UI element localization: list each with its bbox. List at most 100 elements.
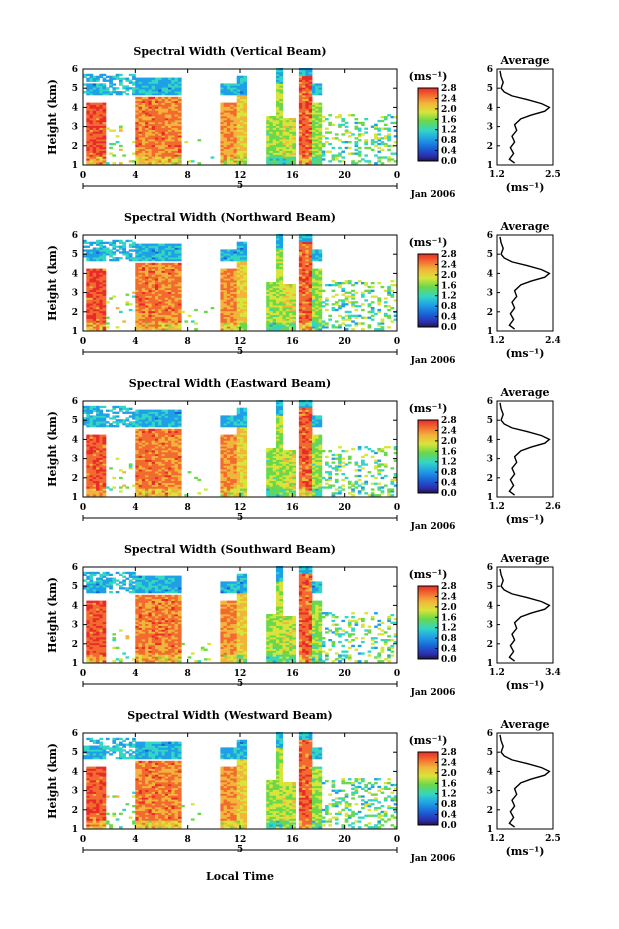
heatmap-cell — [305, 112, 310, 115]
heatmap-cell — [240, 320, 244, 323]
heatmap-cell — [155, 488, 159, 491]
heatmap-cell — [86, 282, 90, 285]
heatmap-cell — [226, 129, 231, 132]
heatmap-cell — [220, 154, 225, 157]
heatmap-cell — [338, 284, 342, 287]
heatmap-cell — [168, 137, 172, 140]
heatmap-cell — [298, 264, 303, 268]
heatmap-cell — [171, 131, 175, 134]
heatmap-cell — [308, 87, 313, 90]
heatmap-cell — [145, 264, 149, 268]
heatmap-cell — [86, 73, 90, 77]
heatmap-cell — [240, 324, 244, 327]
heatmap-cell — [308, 253, 313, 256]
heatmap-cell — [132, 484, 136, 487]
heatmap-cell — [341, 301, 346, 304]
heatmap-cell — [266, 133, 270, 136]
heatmap-cell — [220, 131, 225, 134]
heatmap-cell — [315, 305, 319, 308]
heatmap-cell — [220, 322, 225, 325]
heatmap-cell — [102, 474, 107, 478]
heatmap-cell — [122, 241, 126, 244]
heatmap-cell — [338, 160, 342, 163]
heatmap-cell — [168, 301, 172, 304]
heatmap-cell — [135, 455, 139, 458]
heatmap-cell — [161, 154, 166, 157]
heatmap-cell — [96, 425, 100, 428]
heatmap-cell — [132, 417, 136, 420]
heatmap-cell — [272, 146, 277, 150]
heatmap-cell — [377, 139, 382, 142]
heatmap-cell — [387, 291, 391, 294]
heatmap-cell — [236, 75, 241, 78]
heatmap-cell — [161, 451, 166, 455]
heatmap-cell — [243, 125, 247, 128]
heatmap-cell — [83, 249, 87, 252]
heatmap-cell — [155, 89, 159, 92]
heatmap-cell — [266, 152, 270, 155]
heatmap-cell — [272, 123, 277, 126]
heatmap-cell — [302, 276, 306, 279]
heatmap-cell — [164, 312, 169, 316]
heatmap-cell — [138, 108, 143, 111]
heatmap-cell — [102, 118, 107, 121]
heatmap-cell — [230, 106, 234, 109]
heatmap-cell — [161, 141, 166, 144]
heatmap-cell — [240, 241, 244, 244]
heatmap-cell — [148, 139, 153, 142]
heatmap-cell — [276, 135, 280, 138]
heatmap-cell — [305, 272, 310, 275]
heatmap-cell — [89, 141, 94, 144]
heatmap-cell — [233, 125, 238, 128]
heatmap-cell — [236, 91, 241, 94]
heatmap-cell — [86, 131, 90, 134]
heatmap-cell — [240, 259, 244, 262]
heatmap-cell — [266, 320, 270, 323]
heatmap-cell — [276, 308, 280, 312]
heatmap-cell — [279, 257, 283, 260]
heatmap-cell — [138, 154, 143, 157]
heatmap-cell — [141, 419, 146, 422]
heatmap-cell — [377, 133, 382, 136]
heatmap-cell — [145, 413, 149, 416]
heatmap-cell — [390, 289, 395, 292]
heatmap-cell — [377, 146, 382, 150]
heatmap-cell — [315, 310, 319, 314]
heatmap-cell — [164, 118, 169, 121]
heatmap-cell — [141, 259, 146, 262]
heatmap-cell — [279, 112, 283, 115]
heatmap-cell — [354, 125, 359, 128]
heatmap-cell — [161, 324, 166, 327]
heatmap-cell — [318, 123, 323, 126]
heatmap-cell — [334, 308, 339, 312]
heatmap-cell — [112, 162, 117, 165]
heatmap-cell — [168, 158, 172, 161]
heatmap-cell — [92, 251, 97, 254]
heatmap-cell — [318, 139, 323, 142]
heatmap-cell — [102, 162, 107, 165]
heatmap-cell — [92, 268, 97, 271]
heatmap-cell — [86, 417, 90, 420]
heatmap-cell — [318, 146, 323, 150]
heatmap-cell — [151, 440, 156, 443]
heatmap-cell — [145, 129, 149, 132]
heatmap-cell — [86, 299, 90, 302]
heatmap-cell — [305, 255, 310, 258]
heatmap-cell — [141, 104, 146, 107]
heatmap-cell — [177, 98, 182, 102]
heatmap-cell — [344, 121, 349, 125]
heatmap-cell — [102, 257, 107, 260]
heatmap-cell — [285, 303, 290, 306]
heatmap-cell — [132, 241, 136, 244]
heatmap-cell — [141, 100, 146, 103]
heatmap-cell — [272, 320, 277, 323]
heatmap-cell — [119, 125, 123, 128]
heatmap-cell — [240, 154, 244, 157]
heatmap-cell — [86, 471, 90, 474]
heatmap-cell — [361, 316, 365, 319]
heatmap-cell — [328, 121, 332, 125]
heatmap-cell — [161, 314, 166, 317]
heatmap-cell — [190, 160, 195, 163]
heatmap-cell — [315, 154, 319, 157]
heatmap-cell — [145, 450, 149, 453]
